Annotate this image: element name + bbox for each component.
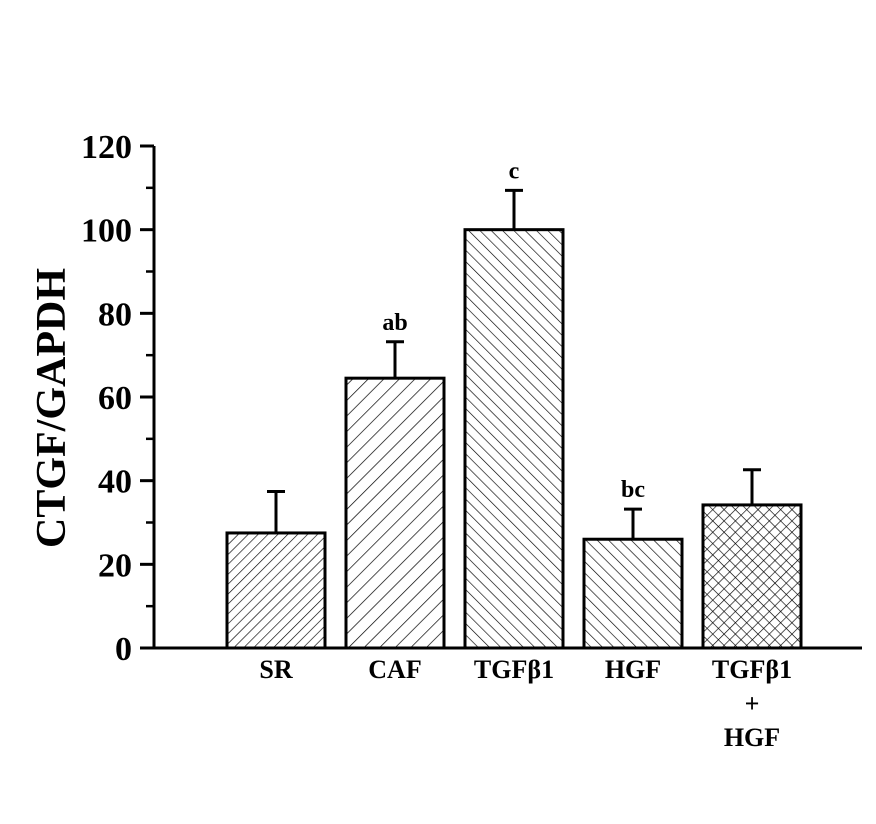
x-tick-label: TGFβ1 (474, 655, 554, 684)
y-tick-label: 40 (98, 464, 132, 501)
x-tick-label: SR (259, 655, 292, 684)
bar (344, 376, 446, 650)
y-tick-label: 100 (81, 213, 132, 250)
plot-area: ab c bc 0 20 40 60 80 100 120 SR CAF TGFβ1 HGF TGFβ1 + H… (81, 129, 862, 752)
significance-label: ab (382, 310, 407, 336)
x-tick-label: CAF (368, 655, 421, 684)
bar (582, 537, 684, 650)
x-tick-label: + (745, 689, 760, 718)
bar (463, 228, 565, 650)
x-tick-label: TGFβ1 (712, 655, 792, 684)
bar (701, 503, 803, 650)
significance-label: c (509, 158, 520, 184)
y-tick-label: 120 (81, 129, 132, 166)
y-axis-title-group: CTGF/GAPDH (29, 268, 75, 548)
y-tick-label: 20 (98, 547, 132, 584)
significance-label: bc (621, 477, 645, 503)
x-tick-label: HGF (605, 655, 661, 684)
y-tick-label: 80 (98, 296, 132, 333)
x-tick-label: HGF (724, 723, 780, 752)
y-tick-label: 60 (98, 380, 132, 417)
bar (225, 531, 327, 650)
y-axis-title: CTGF/GAPDH (29, 268, 75, 548)
y-tick-label: 0 (115, 631, 132, 668)
